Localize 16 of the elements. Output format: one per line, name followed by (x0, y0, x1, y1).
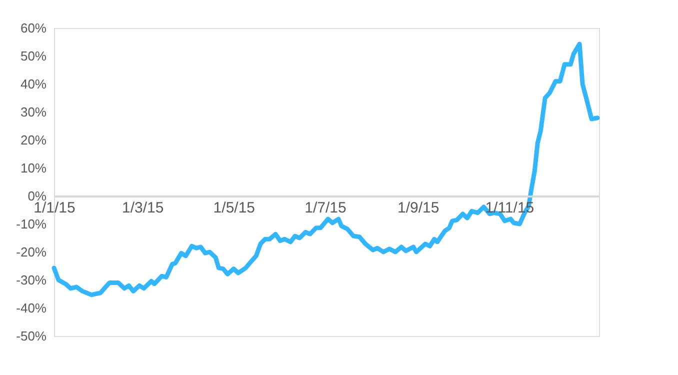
y-tick-label: -20% (16, 244, 47, 260)
y-tick-label: -40% (16, 300, 47, 316)
y-tick-label: 30% (20, 104, 47, 120)
y-tick-label: 10% (20, 160, 47, 176)
y-tick-label: -30% (16, 272, 47, 288)
y-tick-label: 50% (20, 48, 47, 64)
y-tick-label: 40% (20, 76, 47, 92)
y-tick-label: -50% (16, 328, 47, 344)
x-tick-label: 1/1/15 (34, 200, 76, 216)
x-tick-label: 1/9/15 (397, 200, 440, 216)
y-tick-label: 20% (20, 132, 47, 148)
y-tick-label: -10% (16, 216, 47, 232)
x-tick-label: 1/7/15 (304, 200, 346, 216)
y-tick-label: 60% (20, 20, 47, 36)
x-tick-label: 1/3/15 (122, 200, 164, 216)
x-tick-label: 1/5/15 (213, 200, 256, 216)
